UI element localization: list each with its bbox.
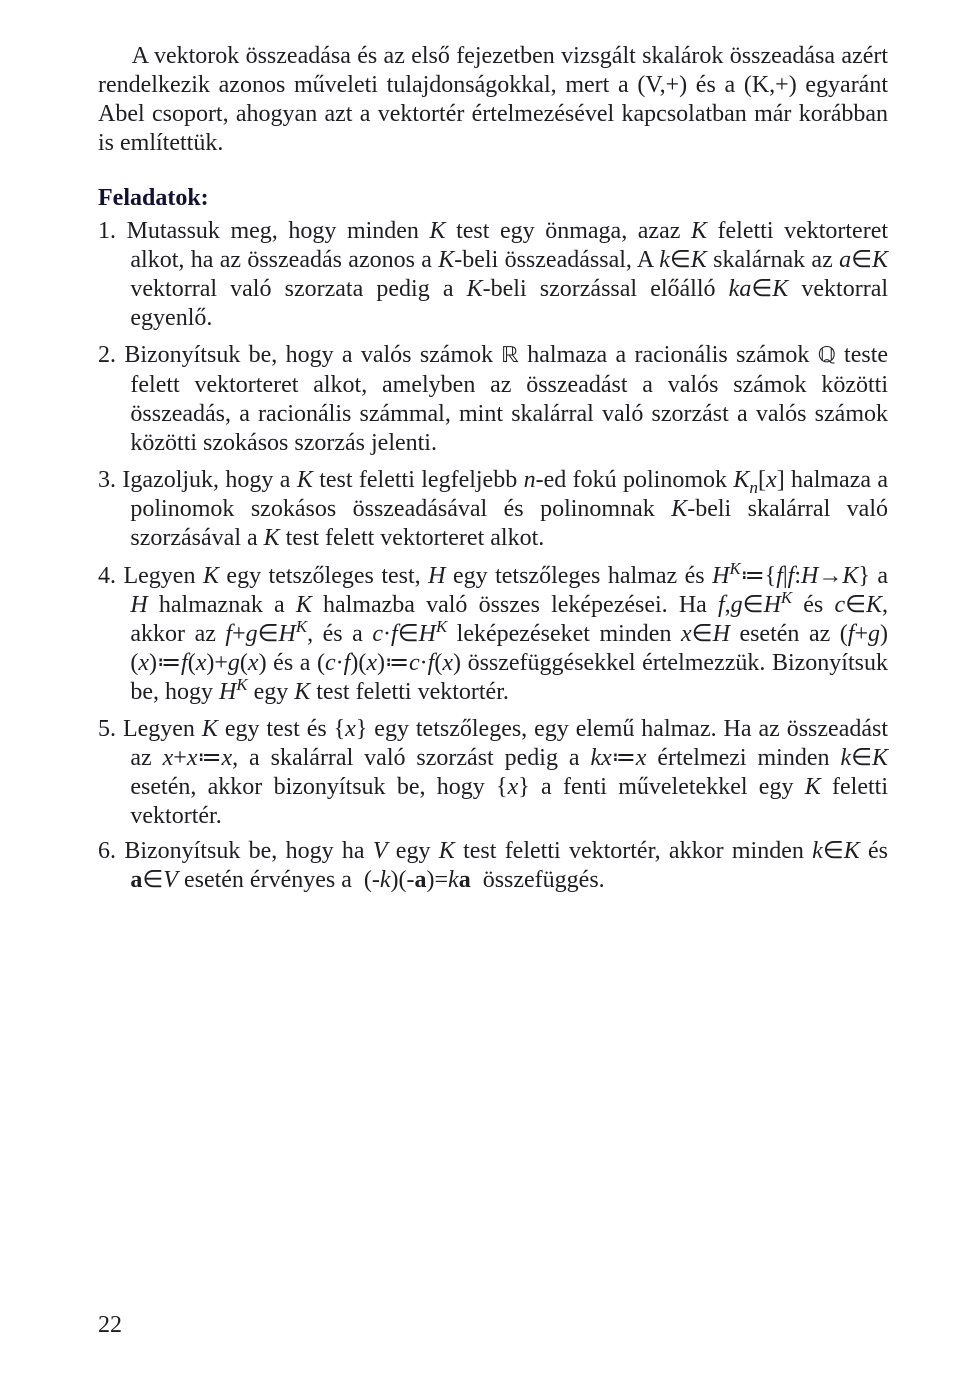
exercise-item: 6. Bizonyítsuk be, hogy ha V egy K test … — [98, 837, 888, 895]
exercise-list: 1. Mutassuk meg, hogy minden K test egy … — [98, 217, 888, 895]
exercise-body: Igazoljuk, hogy a K test feletti legfelj… — [122, 467, 888, 551]
exercise-number: 1. — [98, 218, 116, 244]
exercise-item: 2. Bizonyítsuk be, hogy a valós számok ℝ… — [98, 341, 888, 458]
section-heading: Feladatok: — [98, 184, 888, 213]
exercise-body: Mutassuk meg, hogy minden K test egy önm… — [127, 218, 888, 331]
exercise-number: 4. — [98, 563, 116, 589]
exercise-item: 3. Igazoljuk, hogy a K test feletti legf… — [98, 466, 888, 553]
exercise-number: 5. — [98, 716, 116, 742]
exercise-number: 6. — [98, 838, 116, 864]
page-number: 22 — [98, 1311, 122, 1340]
exercise-item: 1. Mutassuk meg, hogy minden K test egy … — [98, 217, 888, 333]
exercise-body: Legyen K egy test és {x} egy tetszőleges… — [123, 716, 888, 829]
exercise-body: Bizonyítsuk be, hogy ha V egy K test fel… — [124, 838, 888, 893]
exercise-body: Legyen K egy tetszőleges test, H egy tet… — [123, 563, 888, 705]
exercise-item: 4. Legyen K egy tetszőleges test, H egy … — [98, 562, 888, 707]
exercise-item: 5. Legyen K egy test és {x} egy tetszőle… — [98, 715, 888, 831]
intro-paragraph: A vektorok összeadása és az első fejezet… — [98, 42, 888, 158]
exercise-number: 2. — [98, 342, 116, 368]
exercise-number: 3. — [98, 467, 116, 493]
exercise-body: Bizonyítsuk be, hogy a valós számok ℝ ha… — [124, 342, 888, 456]
